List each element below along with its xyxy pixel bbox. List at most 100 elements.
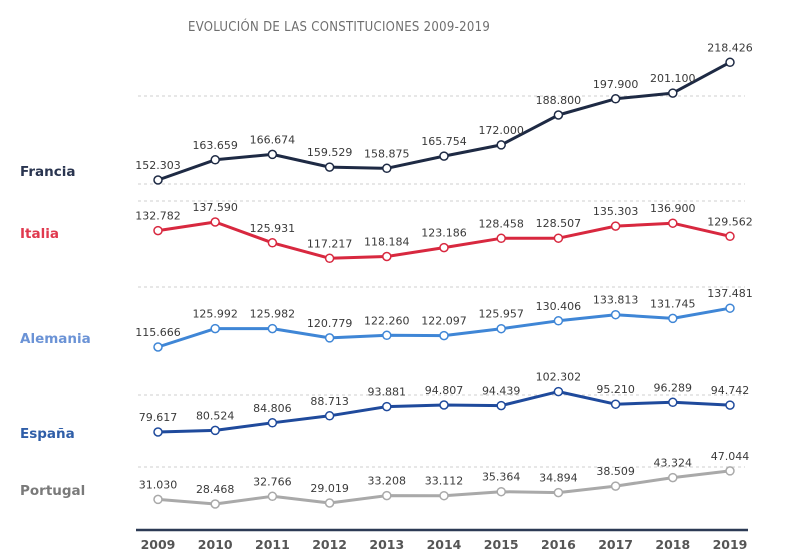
data-point [324,498,335,508]
data-point [553,487,564,498]
data-point [668,313,678,324]
data-point [725,466,735,476]
data-label: 115.666 [135,326,181,339]
data-label: 102.302 [536,371,582,384]
data-label: 128.458 [478,217,524,230]
data-point [725,303,735,313]
x-tick-label: 2009 [141,537,176,552]
data-label: 33.208 [368,475,407,488]
data-label: 132.782 [135,210,181,223]
data-point [210,217,220,227]
data-point [610,221,621,231]
data-label: 95.210 [596,383,635,396]
data-label: 166.674 [250,133,296,146]
series-alemania: 115.666 125.992 125.982 120.779 122.260 122.0… [135,287,753,352]
data-label: 128.507 [536,217,582,230]
data-label: 137.590 [192,201,238,214]
data-label: 29.019 [310,482,349,495]
data-label: 94.439 [482,385,521,398]
data-label: 120.779 [307,317,353,330]
data-point [496,400,506,411]
data-label: 118.184 [364,236,410,249]
data-point [382,330,392,341]
data-label: 28.468 [196,483,235,496]
x-tick-label: 2018 [655,537,690,552]
data-point [668,218,678,228]
data-point [496,486,506,497]
data-point [153,175,163,185]
data-label: 125.992 [192,308,238,321]
data-point [324,411,335,421]
data-label: 96.289 [654,381,693,394]
data-point [210,499,220,509]
data-point [324,253,335,264]
data-label: 31.030 [139,478,178,491]
series-labels: Francia Italia Alemania España Portugal [20,164,91,499]
data-label: 94.807 [425,384,464,397]
data-point [382,401,392,412]
x-tick-label: 2014 [427,537,462,552]
series-name-label: Alemania [20,331,91,347]
data-point [153,494,163,505]
data-label: 159.529 [307,146,353,159]
data-point [267,418,278,428]
data-point [267,149,278,160]
x-tick-label: 2017 [598,537,633,552]
data-label: 163.659 [192,139,238,152]
data-label: 84.806 [253,402,292,415]
data-point [324,162,335,172]
data-label: 197.900 [593,78,639,91]
data-label: 32.766 [253,475,292,488]
series-espana: 79.617 80.524 84.806 88.713 93.881 94.807 94.4… [139,371,750,437]
data-point [496,140,506,150]
data-label: 172.000 [478,124,524,137]
data-point [153,427,163,437]
data-label: 165.754 [421,135,467,148]
data-point [553,233,564,243]
series-name-label: Portugal [20,483,85,499]
series-line [157,60,731,182]
series-name-label: Italia [20,226,59,242]
data-point [725,57,735,68]
data-label: 188.800 [536,94,582,107]
data-label: 136.900 [650,202,696,215]
x-tick-label: 2016 [541,537,576,552]
data-point [267,323,278,334]
data-label: 125.982 [250,308,296,321]
data-label: 129.562 [707,215,753,228]
data-label: 93.881 [368,386,407,399]
data-point [610,94,621,104]
series-line [157,390,731,434]
data-point [382,490,392,501]
data-point [553,316,564,326]
data-point [610,481,621,491]
data-label: 94.742 [711,384,750,397]
data-point [153,225,163,236]
data-point [439,330,449,341]
data-point [725,400,735,410]
data-point [553,110,564,120]
data-label: 47.044 [711,450,750,463]
x-tick-label: 2010 [198,537,233,552]
data-point [324,333,335,343]
data-point [439,151,449,161]
data-label: 122.260 [364,314,410,327]
x-tick-label: 2011 [255,537,290,552]
series-name-label: España [20,426,75,442]
data-label: 123.186 [421,227,467,240]
data-point [153,342,163,352]
data-label: 125.957 [478,308,524,321]
data-label: 88.713 [310,395,349,408]
data-label: 33.112 [425,475,464,488]
data-point [668,397,678,408]
data-label: 34.894 [539,472,578,485]
data-point [382,163,392,174]
data-label: 79.617 [139,411,178,424]
data-point [439,242,449,253]
data-point [382,251,392,262]
data-label: 80.524 [196,409,235,422]
data-point [439,400,449,410]
data-label: 131.745 [650,297,696,310]
chart-title: EVOLUCIÓN DE LAS CONSTITUCIONES 2009-201… [188,20,491,35]
